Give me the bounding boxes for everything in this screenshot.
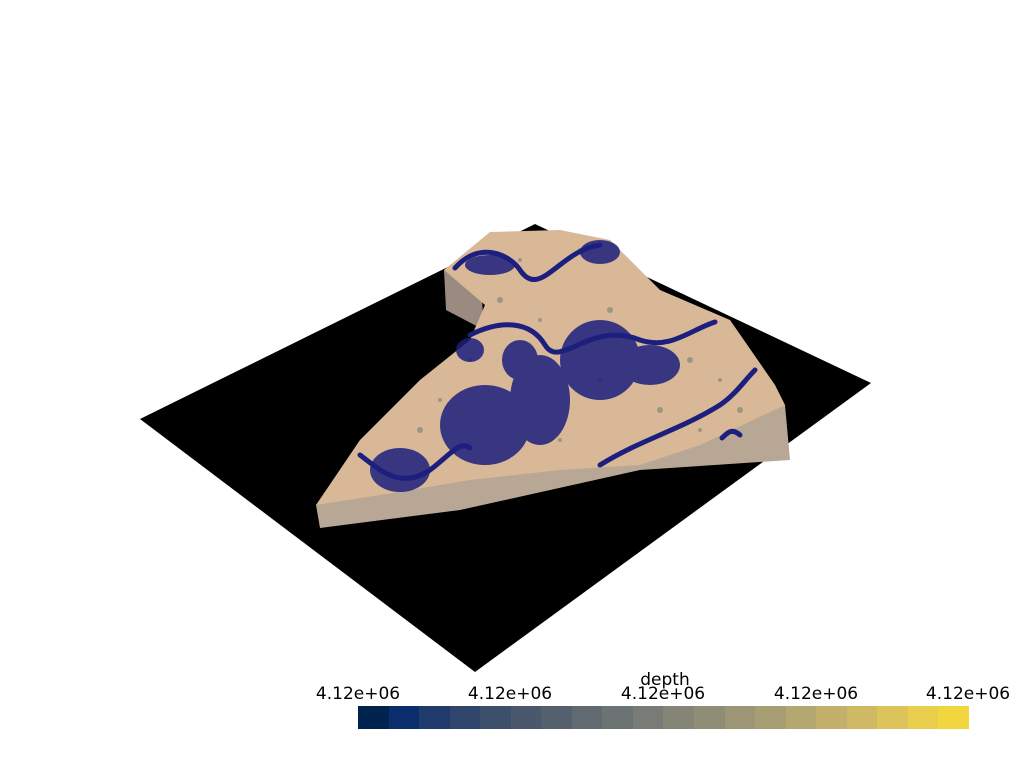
colorbar-tick-label: 4.12e+06: [315, 684, 401, 704]
colorbar-segment: [907, 706, 939, 729]
colorbar-segment: [510, 706, 542, 729]
colorbar-segment: [663, 706, 695, 729]
colorbar-segment: [358, 706, 389, 729]
colorbar-segment: [724, 706, 756, 729]
colorbar-segment: [785, 706, 817, 729]
colorbar-segment: [877, 706, 908, 729]
colorbar-segment: [938, 706, 969, 729]
colorbar-tick-label: 4.12e+06: [925, 684, 1011, 704]
terrain-back-wall: [444, 270, 484, 330]
colorbar-segment: [480, 706, 511, 729]
colorbar-segment: [388, 706, 420, 729]
colorbar-segment: [541, 706, 572, 729]
colorbar: [358, 706, 969, 729]
colorbar-title: depth: [640, 670, 690, 690]
channel-lines: [357, 242, 758, 481]
colorbar-segment: [846, 706, 878, 729]
colorbar-tick-label: 4.12e+06: [620, 684, 706, 704]
colorbar-segment: [449, 706, 481, 729]
colorbar-segment: [816, 706, 847, 729]
colorbar-segment: [602, 706, 633, 729]
colorbar-tick-label: 4.12e+06: [773, 684, 859, 704]
colorbar-segment: [694, 706, 725, 729]
colorbar-segment: [419, 706, 450, 729]
colorbar-tick-label: 4.12e+06: [467, 684, 553, 704]
colorbar-segment: [755, 706, 786, 729]
colorbar-segment: [571, 706, 603, 729]
colorbar-segment: [632, 706, 664, 729]
